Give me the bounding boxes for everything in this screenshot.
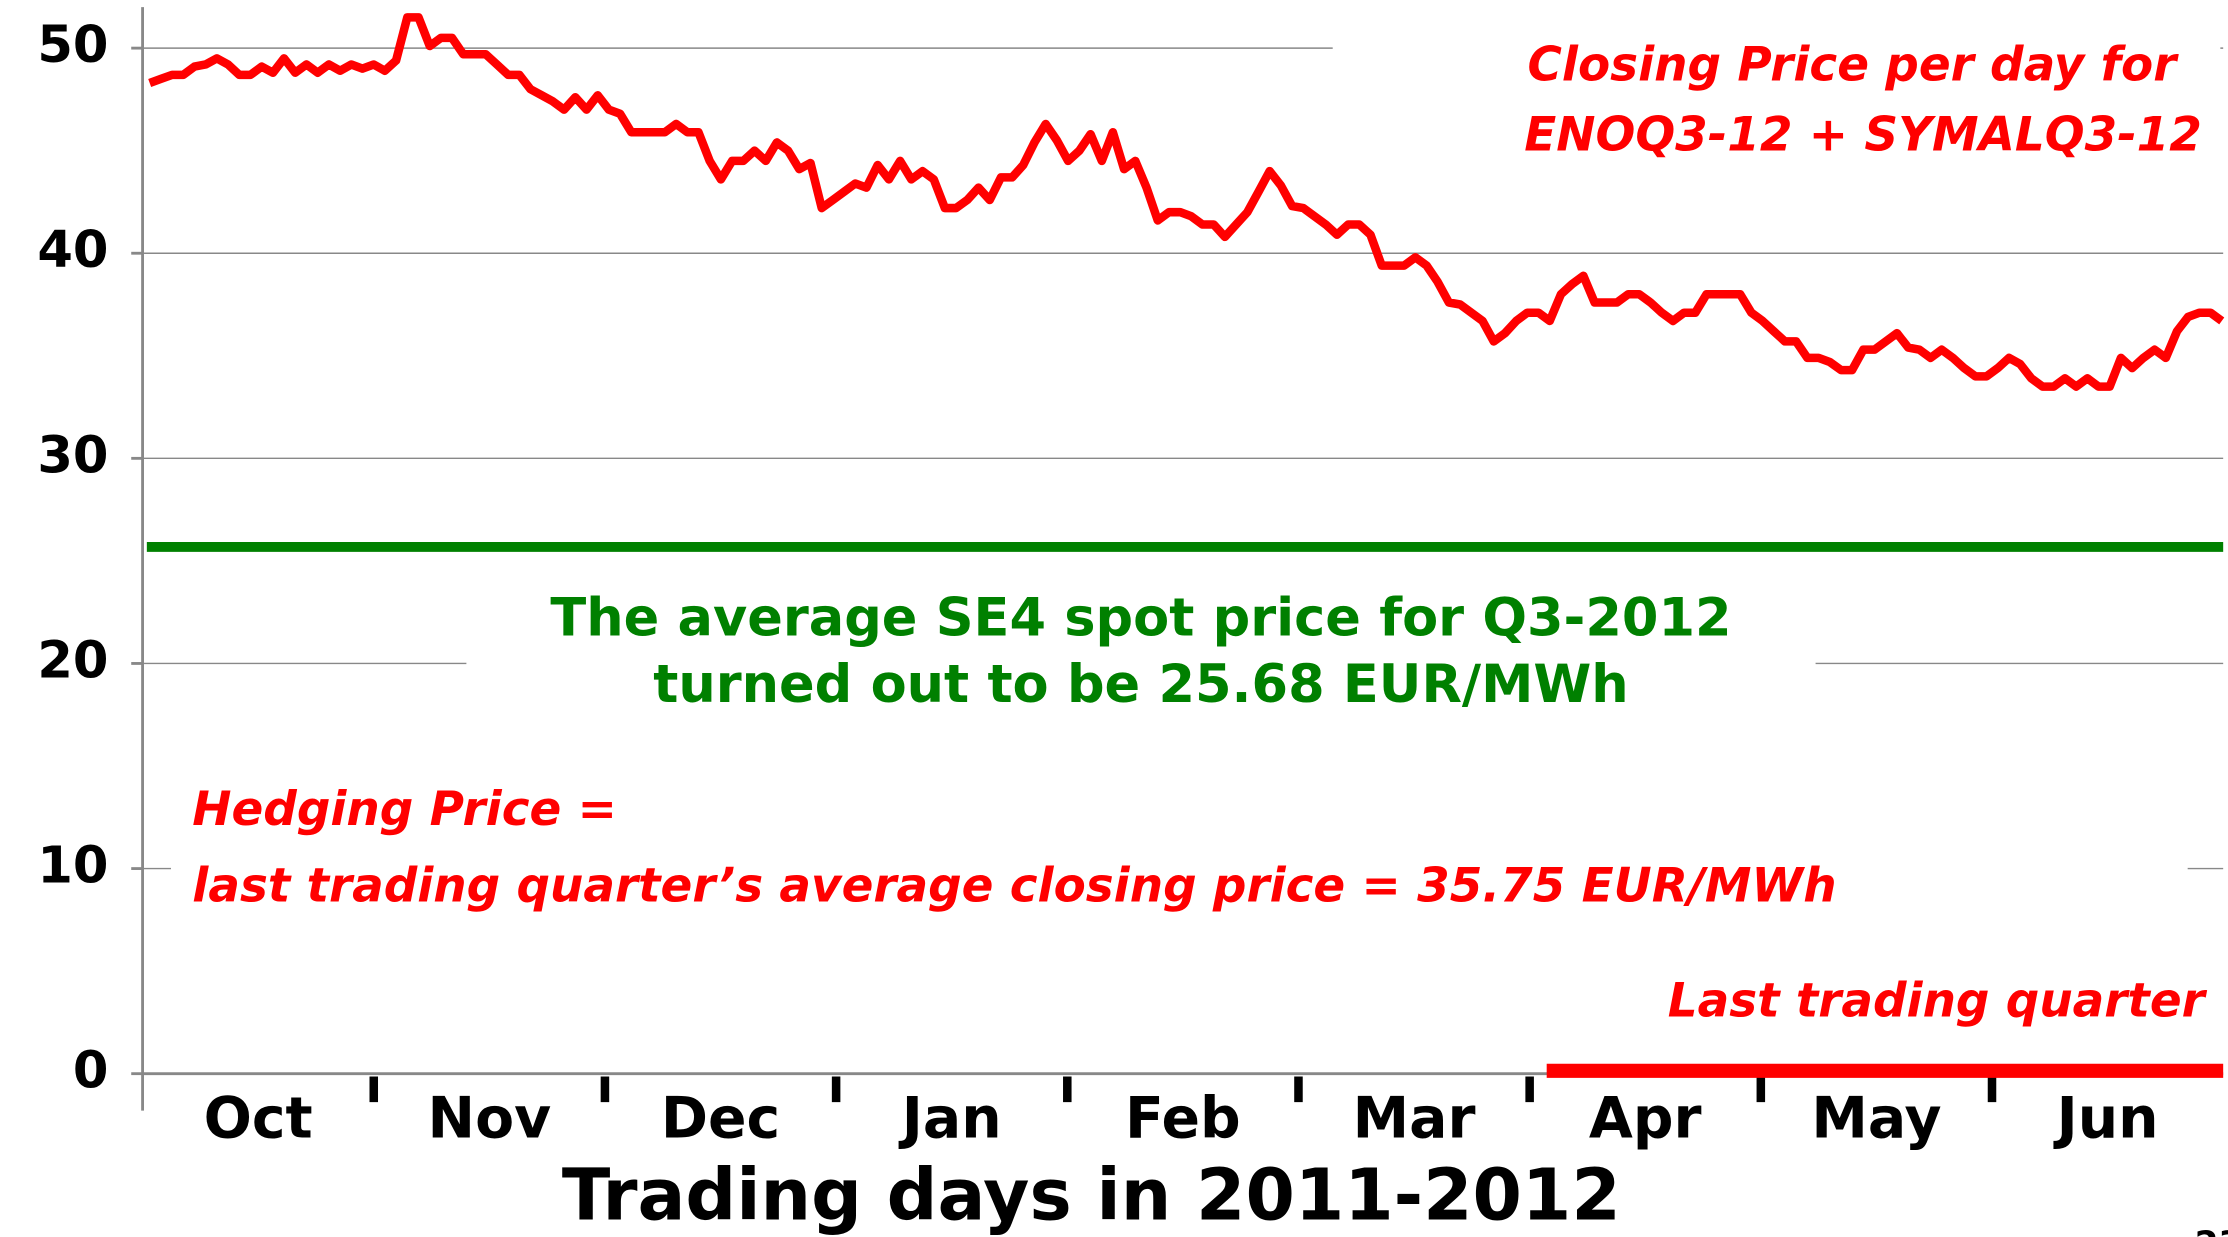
- title-backdrop: [1332, 25, 2221, 182]
- x-tick-label: Mar: [1353, 1086, 1476, 1152]
- last-quarter-label: Last trading quarter: [1668, 975, 2208, 1029]
- hedging-text: last trading quarter’s average closing p…: [192, 860, 1836, 914]
- x-tick-label: Jan: [898, 1086, 1002, 1152]
- y-tick-label: 10: [37, 837, 108, 896]
- hedging-text: Hedging Price =: [192, 783, 617, 837]
- x-tick-label: May: [1811, 1086, 1941, 1152]
- title: ENOQ3-12 + SYMALQ3-12: [1524, 108, 2202, 162]
- x-tick-label: Oct: [204, 1086, 313, 1152]
- y-tick-label: 0: [73, 1042, 109, 1101]
- x-tick-label: Jun: [2053, 1086, 2159, 1152]
- x-tick-label: Nov: [428, 1086, 552, 1152]
- x-tick-label: Apr: [1589, 1086, 1702, 1152]
- y-tick-label: 50: [37, 16, 108, 75]
- x-tick-label: Feb: [1125, 1086, 1241, 1152]
- price-line: [148, 13, 2225, 391]
- reference-backdrop: [466, 582, 1816, 725]
- title: Closing Price per day for: [1528, 39, 2180, 93]
- reference-text: The average SE4 spot price for Q3-2012: [550, 587, 1731, 648]
- x-axis-label: Trading days in 2011-2012: [562, 1154, 1621, 1237]
- reference-text: turned out to be 25.68 EUR/MWh: [653, 654, 1628, 715]
- hedging-backdrop: [170, 837, 2188, 924]
- y-tick-label: 40: [37, 221, 108, 280]
- y-tick-label: 20: [37, 631, 108, 690]
- x-tick-label: Dec: [661, 1086, 780, 1152]
- page-number: 23: [2195, 1224, 2228, 1237]
- y-tick-label: 30: [37, 426, 108, 485]
